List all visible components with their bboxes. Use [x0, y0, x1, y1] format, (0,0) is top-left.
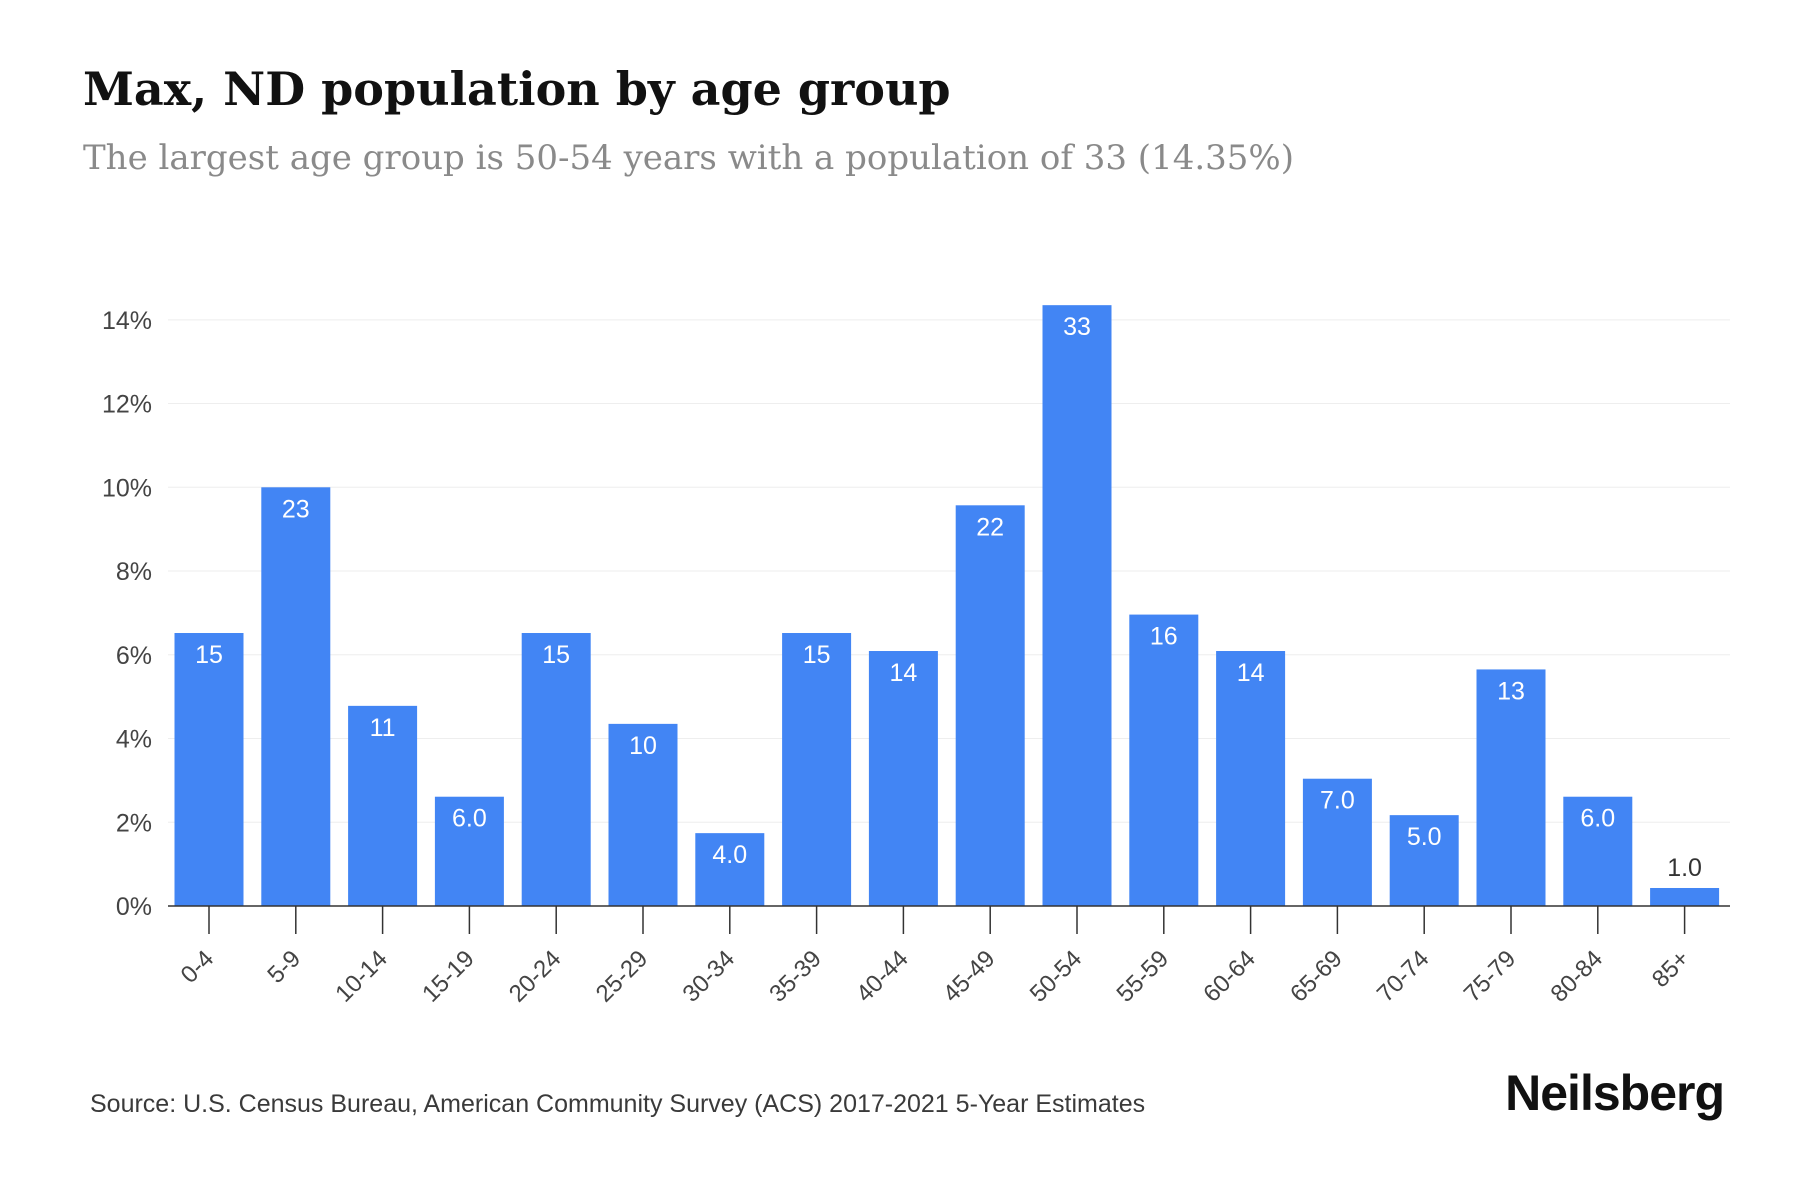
y-tick-label: 2%: [116, 809, 152, 837]
bar-value-label: 4.0: [712, 841, 747, 869]
y-tick-label: 8%: [116, 558, 152, 586]
x-tick-label: 15-19: [417, 945, 480, 1008]
bar-value-label: 15: [542, 641, 570, 669]
bar: [1129, 614, 1199, 906]
y-tick-label: 0%: [116, 893, 152, 921]
y-tick-label: 12%: [102, 391, 152, 419]
bar: [348, 705, 418, 906]
x-tick-label: 60-64: [1198, 945, 1261, 1008]
bar: [1302, 778, 1372, 906]
bar: [1563, 796, 1633, 906]
gridlines: [168, 319, 1730, 823]
x-tick-label: 45-49: [938, 945, 1001, 1008]
brand-logo: Neilsberg: [1505, 1065, 1725, 1121]
x-tick-label: 20-24: [504, 945, 567, 1008]
bar: [1389, 815, 1459, 906]
x-tick-label: 85+: [1647, 945, 1695, 993]
bar-value-label: 22: [976, 513, 1004, 541]
bar-chart: 0% 2% 4% 6% 8% 10% 12% 14% 15 23 11 6.0 15 10 4.0 15 14…: [102, 305, 1730, 1008]
y-tick-label: 6%: [116, 642, 152, 670]
x-tick-label: 50-54: [1025, 945, 1088, 1008]
x-axis-ticks: 0-4 5-9 10-14 15-19 20-24 25-29 30-34 35-39 40-4…: [176, 906, 1695, 1008]
bar-value-label: 6.0: [1580, 805, 1615, 833]
x-tick-label: 0-4: [176, 945, 220, 989]
bar-value-label: 33: [1063, 313, 1091, 341]
x-tick-label: 35-39: [764, 945, 827, 1008]
x-tick-label: 5-9: [262, 945, 306, 989]
bar: [1042, 305, 1112, 906]
bar-value-label: 15: [803, 641, 831, 669]
bar-value-label: 23: [282, 495, 310, 523]
bar-value-labels: 15 23 11 6.0 15 10 4.0 15 14 22 33 16 14 7.0 5.0 13 6.0 1…: [195, 313, 1702, 882]
bar-value-label: 6.0: [452, 805, 487, 833]
bar: [955, 505, 1025, 906]
bar-value-label: 10: [629, 732, 657, 760]
bar: [608, 723, 678, 906]
x-tick-label: 65-69: [1285, 945, 1348, 1008]
bar-value-label: 15: [195, 641, 223, 669]
bar-value-label: 14: [1237, 659, 1265, 687]
bar: [521, 633, 591, 906]
bar-value-label: 11: [370, 714, 396, 742]
x-tick-label: 10-14: [330, 945, 393, 1008]
y-tick-label: 10%: [102, 474, 152, 502]
x-tick-label: 25-29: [591, 945, 654, 1008]
bars: [174, 305, 1720, 906]
bar: [434, 796, 504, 906]
bar-value-label: 14: [889, 659, 917, 687]
x-tick-label: 75-79: [1459, 945, 1522, 1008]
bar-value-label: 1.0: [1667, 854, 1702, 882]
chart-title: Max, ND population by age group: [83, 62, 951, 116]
bar: [174, 633, 244, 906]
x-tick-label: 70-74: [1372, 945, 1435, 1008]
bar: [782, 633, 852, 906]
bar: [868, 651, 938, 906]
bar: [261, 487, 331, 906]
bar-value-label: 5.0: [1407, 823, 1442, 851]
x-tick-label: 40-44: [851, 945, 914, 1008]
source-note: Source: U.S. Census Bureau, American Com…: [90, 1090, 1146, 1118]
bar: [1216, 651, 1286, 906]
bar: [695, 833, 765, 906]
bar-value-label: 16: [1150, 623, 1178, 651]
y-axis-ticks: 0% 2% 4% 6% 8% 10% 12% 14%: [102, 307, 152, 921]
x-tick-label: 80-84: [1546, 945, 1609, 1008]
bar: [1650, 887, 1720, 906]
x-tick-label: 55-59: [1112, 945, 1175, 1008]
bar-value-label: 7.0: [1320, 787, 1355, 815]
y-tick-label: 4%: [116, 726, 152, 754]
x-tick-label: 30-34: [678, 945, 741, 1008]
y-tick-label: 14%: [102, 307, 152, 335]
chart-subtitle: The largest age group is 50-54 years wit…: [83, 138, 1294, 178]
bar-value-label: 13: [1497, 677, 1525, 705]
bar: [1476, 669, 1546, 906]
